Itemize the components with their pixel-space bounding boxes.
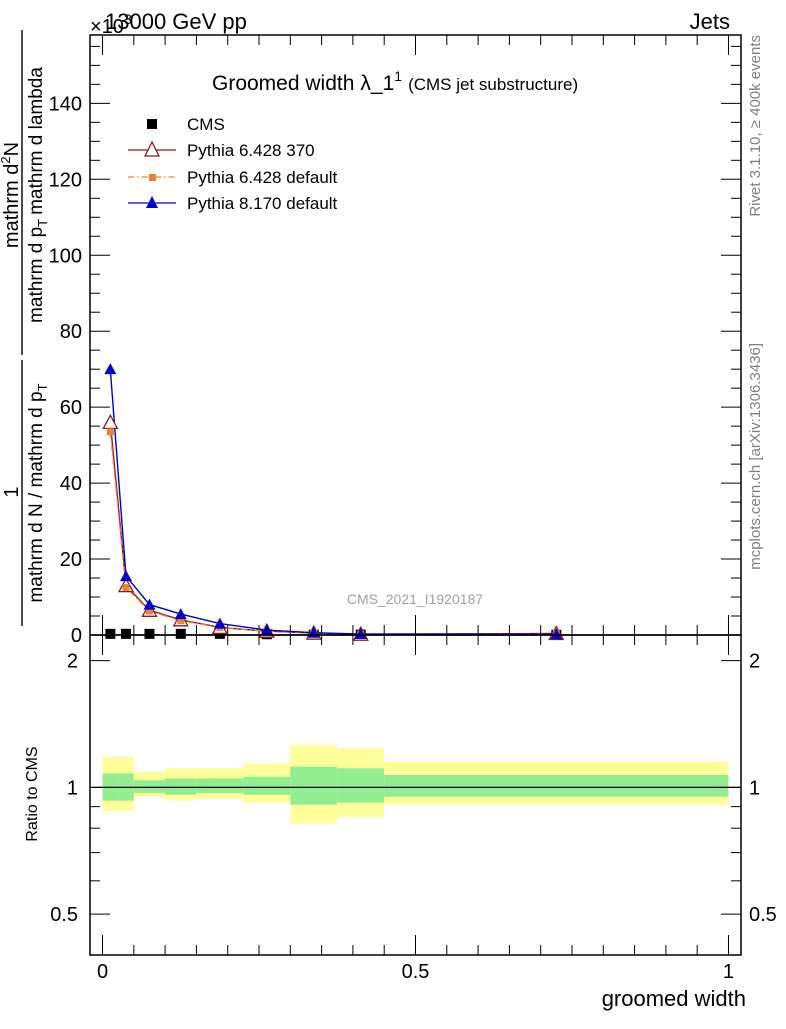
- category-label: Jets: [690, 9, 730, 34]
- data-point: [175, 628, 186, 639]
- mcplots-label: mcplots.cern.ch [arXiv:1306.3436]: [747, 343, 764, 570]
- data-point: [104, 363, 117, 375]
- data-point: [105, 628, 116, 639]
- ratio-frame: [89, 634, 742, 956]
- ylabel-denominator: mathrm d N / mathrm d pT: [26, 383, 50, 602]
- inner-band-bin: [384, 774, 729, 797]
- data-point: [354, 628, 367, 640]
- legend-label-pythia6-default: Pythia 6.428 default: [187, 168, 338, 187]
- series-line: [109, 422, 557, 635]
- series-line: [109, 369, 557, 635]
- y-tick-label: 40: [60, 473, 82, 495]
- data-point: [145, 607, 153, 615]
- ratio-y-tick-label-right: 2: [749, 651, 760, 673]
- y-tick-label: 20: [60, 549, 82, 571]
- legend-marker-pythia8: [146, 196, 158, 208]
- legend-marker-pythia6-default: [149, 174, 156, 181]
- inner-band-bin: [290, 766, 338, 805]
- inner-band-bin: [196, 778, 244, 793]
- ratio-ylabel: Ratio to CMS: [24, 746, 41, 841]
- data-point: [106, 428, 114, 436]
- legend-marker-pythia6-370: [143, 140, 161, 157]
- data-point: [119, 570, 132, 582]
- data-point: [260, 624, 273, 636]
- series-line: [109, 431, 557, 635]
- data-point: [550, 628, 563, 640]
- inner-band-bin: [243, 776, 291, 795]
- rivet-label: Rivet 3.1.10, ≥ 400k events: [747, 35, 764, 217]
- y-tick-label: 100: [49, 245, 82, 267]
- inner-band-bin: [165, 778, 197, 795]
- ratio-y-tick-label: 2: [67, 651, 78, 673]
- x-tick-label: 0: [97, 961, 108, 983]
- main-axis-ticks: 0 20 40 60 80 100 120 140: [49, 35, 741, 647]
- inner-band-bin: [133, 780, 166, 793]
- data-point: [102, 413, 119, 429]
- data-point: [144, 628, 155, 639]
- main-title: Groomed width λ_11 (CMS jet substructure): [212, 68, 578, 95]
- inner-band-bin: [337, 768, 385, 803]
- data-point: [143, 598, 156, 610]
- ratio-y-tick-label: 0.5: [50, 904, 78, 926]
- ylabel-numerator: 1: [1, 486, 23, 497]
- watermark: CMS_2021_I1920187: [347, 591, 483, 607]
- ratio-y-tick-label-right: 0.5: [749, 904, 777, 926]
- legend-label-cms: CMS: [187, 115, 225, 134]
- ylabel-right-numerator: mathrm d2N: [0, 142, 23, 248]
- main-ylabel: 1 mathrm d N / mathrm d pT mathrm d2N ma…: [0, 30, 50, 626]
- data-point: [174, 608, 187, 620]
- energy-label: 13000 GeV pp: [105, 9, 247, 34]
- data-point: [177, 617, 185, 625]
- y-tick-label: 120: [49, 169, 82, 191]
- y-tick-label: 60: [60, 397, 82, 419]
- ratio-y-tick-label-right: 1: [749, 777, 760, 799]
- y-tick-label: 140: [49, 93, 82, 115]
- data-point: [122, 584, 130, 592]
- y-tick-label: 0: [71, 625, 82, 647]
- legend-label-pythia6-370: Pythia 6.428 370: [187, 141, 315, 160]
- ratio-bands: [90, 745, 741, 824]
- exponent-label: ×103: [90, 11, 132, 38]
- x-tick-label: 1: [723, 961, 734, 983]
- main-series: [102, 363, 565, 641]
- legend-label-pythia8: Pythia 8.170 default: [187, 194, 338, 213]
- x-tick-label: 0.5: [402, 961, 430, 983]
- y-tick-label: 80: [60, 321, 82, 343]
- legend: CMS Pythia 6.428 370 Pythia 6.428 defaul…: [128, 115, 338, 213]
- ratio-axis-ticks: 0.5 0.5 1 1 2 2 0 0.5 1: [50, 635, 777, 983]
- ratio-y-tick-label: 1: [67, 777, 78, 799]
- legend-marker-cms: [147, 119, 157, 129]
- data-point: [213, 617, 226, 629]
- data-point: [120, 628, 131, 639]
- x-axis-label: groomed width: [602, 986, 746, 1011]
- ylabel-right-denominator: mathrm d pTmathrm d lambda: [26, 67, 50, 323]
